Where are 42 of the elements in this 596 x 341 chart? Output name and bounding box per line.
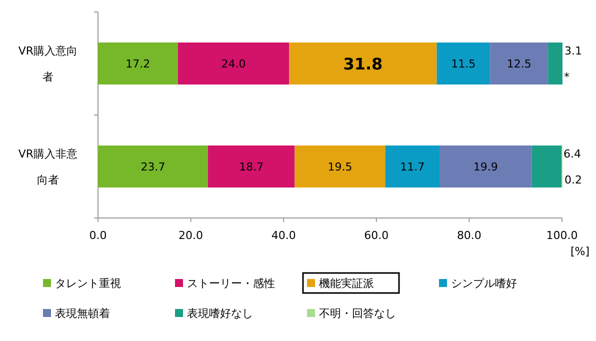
x-tick-label: 60.0 (364, 229, 389, 242)
bar (436, 42, 490, 84)
bar (98, 146, 208, 188)
data-label: 11.7 (400, 160, 425, 174)
data-label: 18.7 (239, 160, 264, 174)
bar (548, 42, 562, 84)
data-label: 12.5 (506, 58, 532, 70)
data-label: 17.2 (126, 58, 150, 70)
x-tick-label: 80.0 (456, 229, 482, 242)
annotation: * (564, 70, 570, 84)
bar (532, 146, 562, 188)
bar (490, 42, 548, 84)
legend-label: 不明・回答なし (319, 307, 396, 320)
legend-label: 機能実証派 (319, 277, 374, 290)
bar (385, 146, 440, 188)
data-label: 0.2 (564, 174, 582, 186)
data-label: 19.5 (328, 160, 352, 174)
data-label: 31.8 (343, 54, 383, 74)
legend-label: タレント重視 (55, 277, 121, 290)
x-axis-title: [%] (570, 245, 590, 258)
x-tick-label: 100.0 (546, 229, 578, 242)
data-label: 23.7 (140, 160, 166, 174)
data-label: 3.1 (564, 44, 582, 58)
data-label: 6.4 (564, 148, 582, 160)
bar (178, 42, 290, 84)
legend-label: ストーリー・感性 (187, 277, 275, 290)
y-tick-label: VR購入意向者 (18, 44, 78, 84)
bar (208, 146, 295, 188)
bar (440, 146, 532, 188)
x-tick-label: 20.0 (178, 229, 204, 242)
data-label: 19.9 (473, 160, 498, 174)
bar (289, 42, 437, 84)
data-label: 24.0 (221, 58, 246, 70)
bar (294, 146, 386, 188)
x-tick-label: 0.0 (89, 229, 107, 242)
legend-label: シンプル嗜好 (451, 277, 517, 290)
y-tick-label: VR購入非意向者 (18, 148, 78, 186)
legend-label: 表現無頓着 (55, 307, 110, 320)
legend-label: 表現嗜好なし (187, 307, 253, 320)
bar (98, 42, 178, 84)
data-label: 11.5 (451, 58, 476, 70)
x-tick-label: 40.0 (271, 229, 296, 242)
